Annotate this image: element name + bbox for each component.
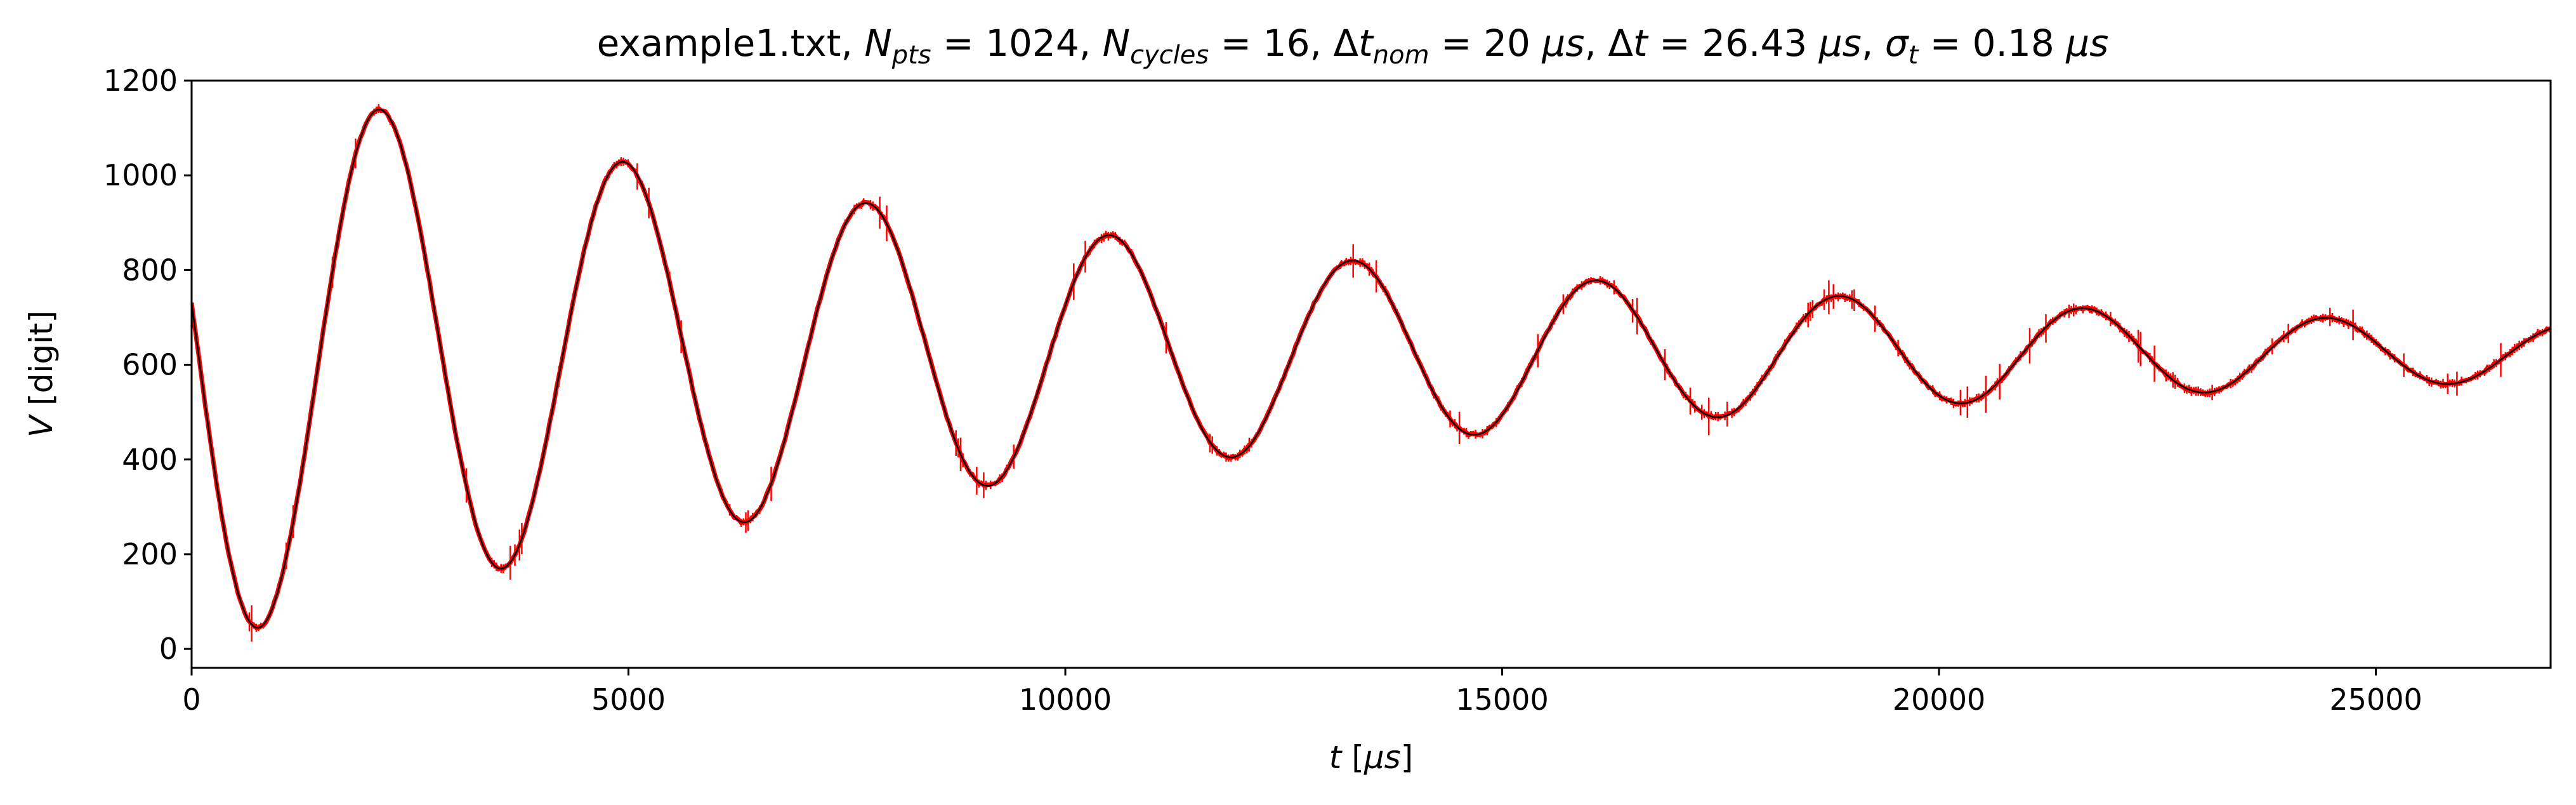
- y-tick-label: 200: [122, 537, 178, 571]
- plot-area: [192, 103, 2551, 642]
- y-tick-label: 600: [122, 348, 178, 382]
- y-axis-label: V [digit]: [23, 310, 60, 437]
- x-tick-label: 10000: [1019, 682, 1112, 717]
- chart-title: example1.txt, Npts = 1024, Ncycles = 16,…: [597, 22, 2109, 70]
- x-tick-label: 20000: [1893, 682, 1985, 717]
- x-axis-ticks: 0 5000 10000 15000 20000 25000: [182, 668, 2422, 717]
- y-tick-label: 400: [122, 442, 178, 477]
- x-tick-label: 0: [182, 682, 200, 717]
- y-tick-label: 1200: [103, 63, 178, 98]
- y-tick-label: 0: [159, 632, 178, 666]
- x-tick-label: 5000: [591, 682, 666, 717]
- x-tick-label: 25000: [2329, 682, 2422, 717]
- fit-line: [192, 109, 2551, 629]
- x-axis-label: t [μs]: [1329, 739, 1413, 776]
- y-axis-ticks: 0 200 400 600 800 1000 1200: [103, 63, 192, 666]
- y-tick-label: 800: [122, 253, 178, 287]
- x-tick-label: 15000: [1456, 682, 1548, 717]
- axes-frame: [190, 79, 2552, 669]
- y-tick-label: 1000: [103, 158, 178, 192]
